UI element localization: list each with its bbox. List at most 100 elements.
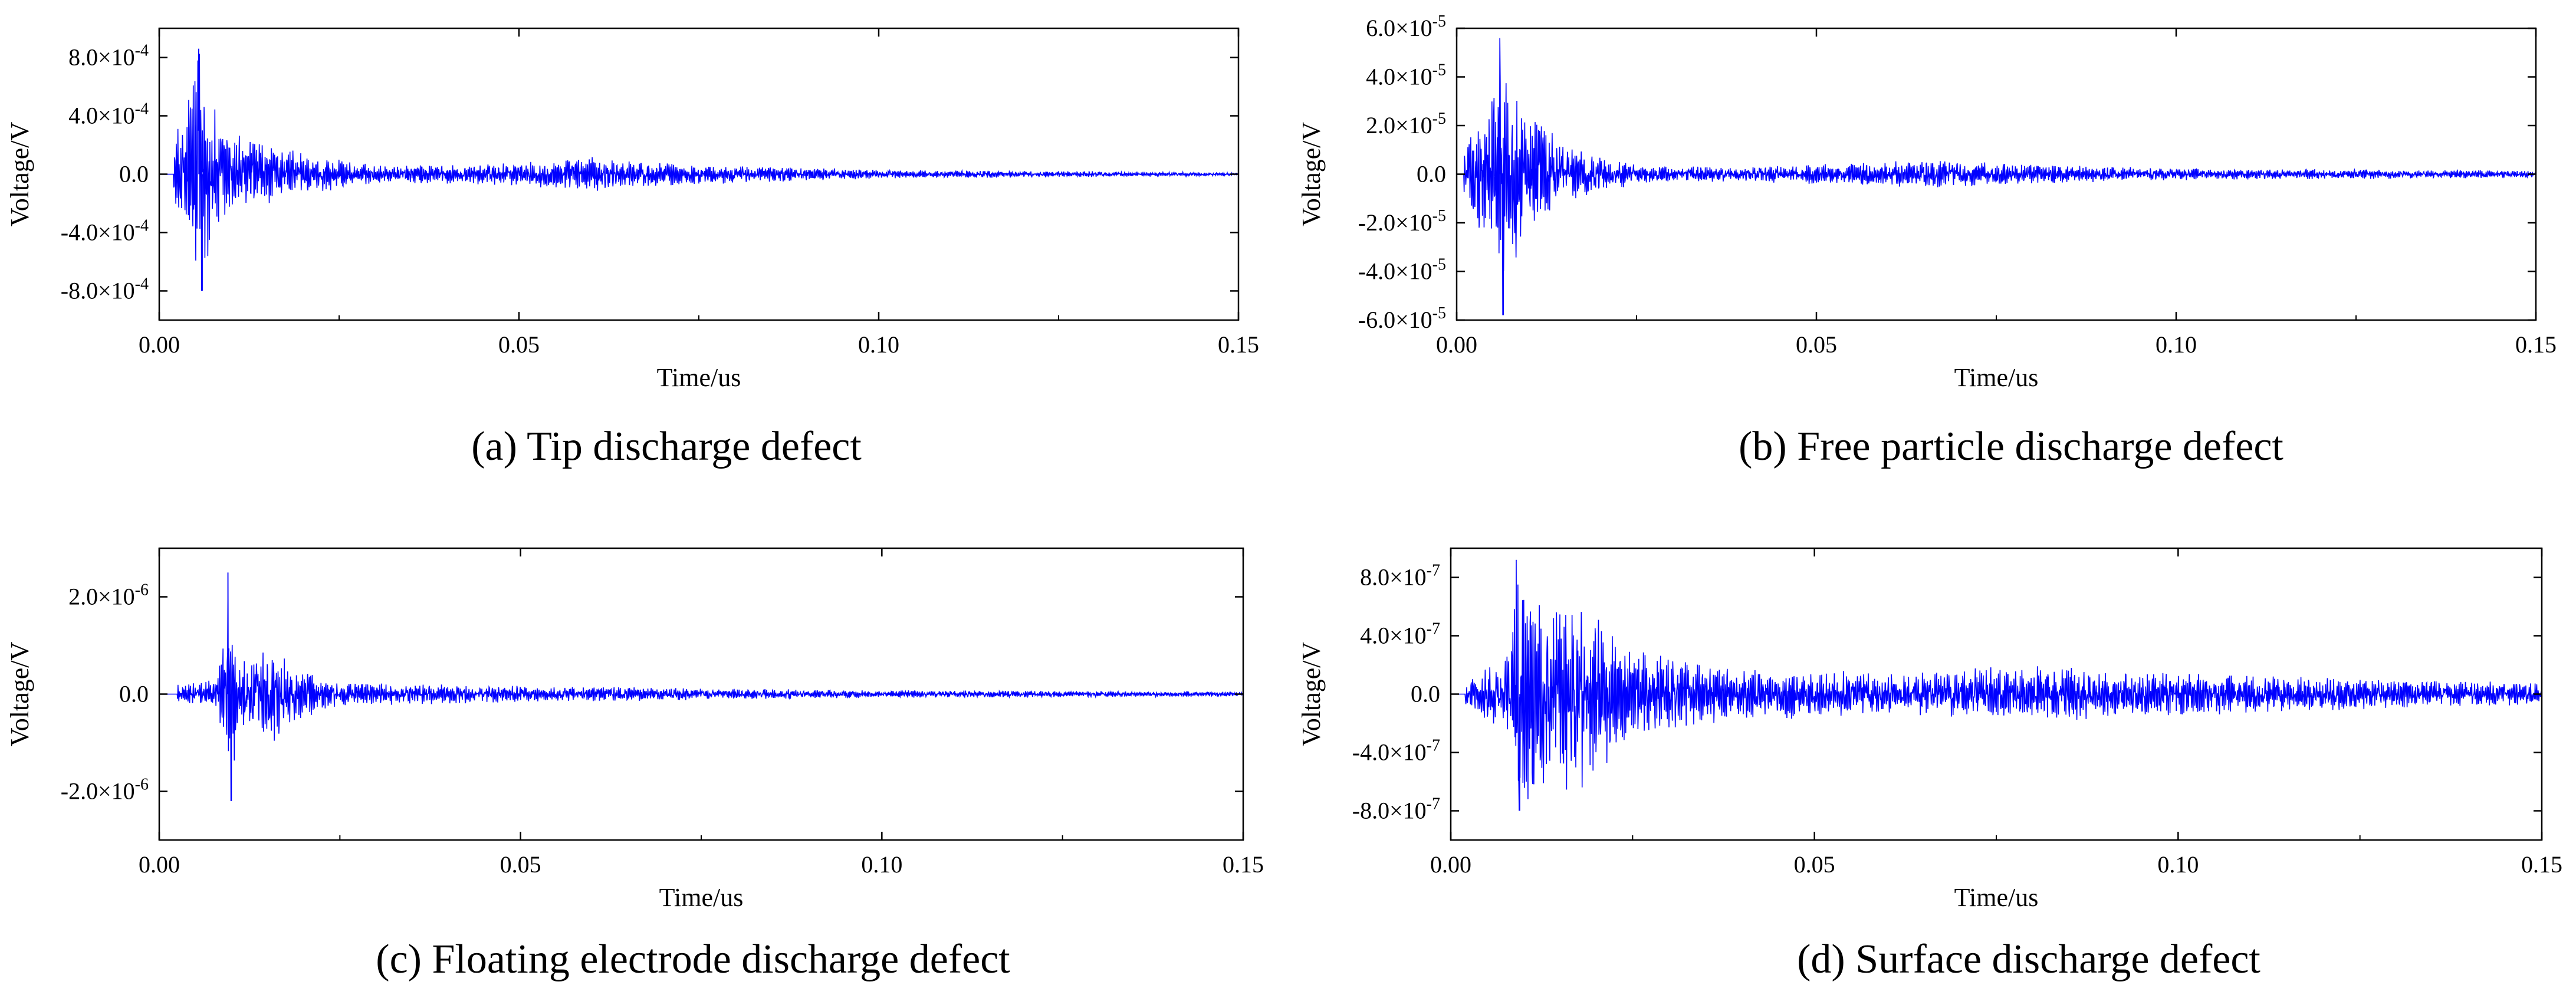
x-tick-label: 0.00 — [1430, 851, 1471, 878]
x-tick-label: 0.10 — [2156, 331, 2197, 358]
y-tick-mantissa: 8.0 — [68, 44, 98, 71]
series-line-voltage — [1457, 38, 2536, 315]
y-axis-label: Voltage/V — [5, 641, 34, 746]
y-tick-label: 0.0 — [1411, 681, 1440, 707]
x-tick-label: 0.05 — [1796, 331, 1837, 358]
y-tick-exponent: -7 — [1427, 737, 1440, 755]
y-tick-label: -8.0×10-4 — [61, 275, 149, 304]
y-tick-label: 4.0×10-4 — [68, 100, 149, 129]
y-tick-label: 0.0 — [119, 161, 149, 187]
y-tick-times: ×10 — [98, 278, 135, 304]
x-tick-label: 0.10 — [861, 851, 902, 878]
y-tick-mantissa: -4.0 — [1358, 258, 1395, 285]
y-tick-exponent: -5 — [1432, 61, 1446, 80]
y-tick-label: -2.0×10-6 — [61, 776, 149, 805]
y-tick-mantissa: -8.0 — [1352, 798, 1389, 824]
chart-d: 0.00 0.05 0.10 0.15-8.0×10-7-4.0×10-70.04.0… — [1297, 547, 2562, 982]
chart-c: 0.00 0.05 0.10 0.15-2.0×10-60.02.0×10-6Time… — [5, 547, 1264, 982]
y-tick-mantissa: 2.0 — [68, 584, 98, 610]
y-tick-times: ×10 — [1389, 622, 1427, 649]
y-tick-exponent: -5 — [1432, 12, 1446, 31]
y-tick-mantissa: 2.0 — [1366, 112, 1395, 139]
x-tick-label: 0.00 — [1436, 331, 1477, 358]
y-tick-times: ×10 — [98, 584, 135, 610]
x-tick-label: 0.05 — [500, 851, 541, 878]
y-tick-mantissa: -2.0 — [1358, 209, 1395, 236]
x-tick-label: 0.15 — [2521, 851, 2562, 878]
y-tick-exponent: -4 — [135, 100, 149, 118]
y-tick-label: 8.0×10-4 — [68, 42, 149, 71]
x-axis-label: Time/us — [657, 363, 741, 392]
y-tick-times: ×10 — [1389, 739, 1427, 766]
y-tick-mantissa: -8.0 — [61, 278, 98, 304]
chart-caption: (a) Tip discharge defect — [471, 424, 862, 469]
y-tick-label: 2.0×10-5 — [1366, 110, 1446, 139]
y-tick-mantissa: -4.0 — [1352, 739, 1389, 766]
y-tick-mantissa: 4.0 — [1366, 64, 1395, 90]
y-tick-times: ×10 — [1389, 798, 1427, 824]
y-tick-label: 4.0×10-5 — [1366, 61, 1446, 90]
chart-panel-c: 0.00 0.05 0.10 0.15 -2.0×10-6 0.0 2.0×10-6 Time… — [0, 525, 1284, 1008]
chart-b: 0.00 0.05 0.10 0.15-6.0×10-5-4.0×10-5-2.0×1… — [1297, 12, 2557, 469]
y-tick-exponent: -6 — [135, 776, 149, 794]
y-tick-label: 2.0×10-6 — [68, 581, 149, 610]
y-tick-mantissa: 4.0 — [68, 103, 98, 129]
y-tick-exponent: -5 — [1432, 256, 1446, 274]
y-tick-exponent: -4 — [135, 217, 149, 235]
y-tick-exponent: -4 — [135, 275, 149, 294]
y-tick-mantissa: 8.0 — [1360, 564, 1389, 591]
y-tick-times: ×10 — [1395, 64, 1432, 90]
y-tick-label: -4.0×10-5 — [1358, 256, 1446, 285]
y-axis-label: Voltage/V — [1297, 641, 1326, 746]
chart-panel-a: 0.00 0.05 0.10 0.15 -8.0×10-4 -4.0×10-4 0.0 4.0… — [0, 0, 1284, 516]
y-axis-label: Voltage/V — [5, 121, 34, 226]
x-tick-label: 0.10 — [2157, 851, 2199, 878]
y-tick-label: -6.0×10-5 — [1358, 304, 1446, 333]
y-tick-exponent: -5 — [1432, 304, 1446, 322]
series-line-voltage — [1451, 559, 2542, 811]
y-tick-label: 0.0 — [1417, 161, 1446, 187]
y-tick-mantissa: 6.0 — [1366, 15, 1395, 41]
chart-panel-b: 0.00 0.05 0.10 0.15 -6.0×10-5 -4.0×10-5 -2.0×1… — [1292, 0, 2576, 516]
y-tick-times: ×10 — [98, 103, 135, 129]
x-axis-label: Time/us — [1954, 883, 2039, 912]
x-tick-label: 0.15 — [1223, 851, 1264, 878]
y-tick-label: 6.0×10-5 — [1366, 12, 1446, 41]
y-tick-times: ×10 — [1395, 258, 1432, 285]
chart-caption: (d) Surface discharge defect — [1797, 937, 2260, 982]
y-tick-label: 0.0 — [119, 681, 149, 707]
y-tick-times: ×10 — [98, 778, 135, 805]
x-tick-label: 0.10 — [858, 331, 899, 358]
y-tick-times: ×10 — [1389, 564, 1427, 591]
y-tick-times: ×10 — [1395, 15, 1432, 41]
series-line-voltage — [159, 48, 1239, 291]
y-tick-mantissa: -6.0 — [1358, 307, 1395, 333]
y-tick-label: 4.0×10-7 — [1360, 620, 1440, 649]
y-tick-exponent: -6 — [135, 581, 149, 599]
y-tick-exponent: -7 — [1427, 620, 1440, 638]
chart-caption: (c) Floating electrode discharge defect — [376, 937, 1010, 982]
y-tick-times: ×10 — [98, 44, 135, 71]
y-tick-label: -4.0×10-7 — [1352, 737, 1440, 766]
x-tick-label: 0.15 — [1218, 331, 1259, 358]
x-tick-label: 0.00 — [139, 851, 180, 878]
y-tick-label: -8.0×10-7 — [1352, 795, 1440, 824]
y-tick-exponent: -5 — [1432, 207, 1446, 225]
x-tick-label: 0.05 — [498, 331, 540, 358]
x-tick-label: 0.05 — [1794, 851, 1835, 878]
y-tick-mantissa: -4.0 — [61, 219, 98, 246]
x-tick-label: 0.00 — [139, 331, 180, 358]
y-tick-exponent: -5 — [1432, 110, 1446, 128]
series-line-voltage — [159, 572, 1244, 802]
y-tick-times: ×10 — [1395, 307, 1432, 333]
y-tick-mantissa: -2.0 — [61, 778, 98, 805]
y-tick-label: -4.0×10-4 — [61, 217, 149, 246]
y-tick-mantissa: 4.0 — [1360, 622, 1389, 649]
chart-caption: (b) Free particle discharge defect — [1739, 424, 2283, 469]
y-tick-times: ×10 — [1395, 209, 1432, 236]
y-tick-exponent: -7 — [1427, 562, 1440, 580]
y-tick-exponent: -7 — [1427, 795, 1440, 813]
y-tick-label: -2.0×10-5 — [1358, 207, 1446, 236]
chart-a: 0.00 0.05 0.10 0.15-8.0×10-4-4.0×10-40.04.0… — [5, 27, 1259, 469]
y-axis-label: Voltage/V — [1297, 121, 1326, 226]
